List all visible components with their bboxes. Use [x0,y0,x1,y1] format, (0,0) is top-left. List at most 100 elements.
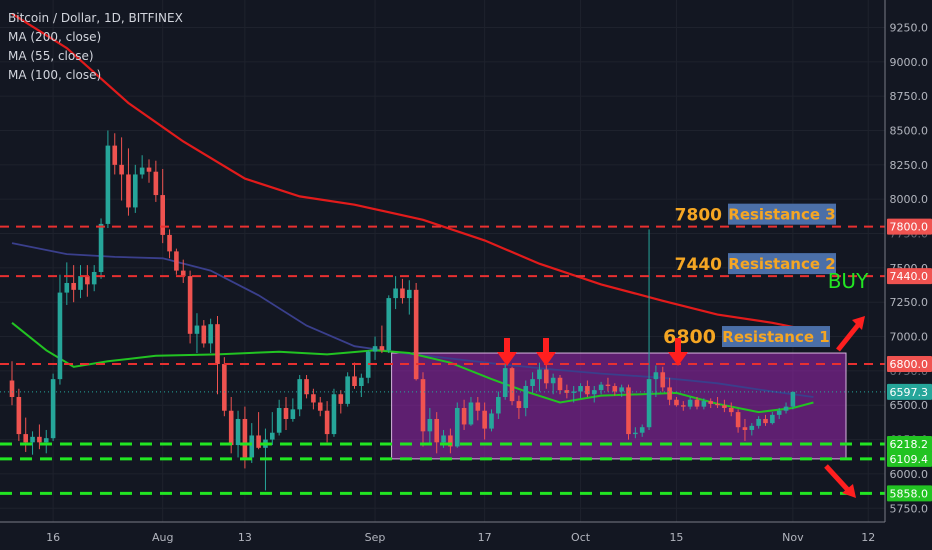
candle [523,380,529,417]
legend-title: Bitcoin / Dollar, 1D, BITFINEX [8,11,183,25]
range-box [391,352,847,460]
candle [790,391,796,410]
candle-body [468,402,474,425]
candle [694,396,700,410]
candle [324,401,330,443]
candle [701,398,707,410]
price-tag: 6109.4 [887,450,932,467]
candle [167,229,172,259]
y-tick-label: 8750.0 [890,90,929,103]
ma200-line [11,12,814,333]
candle-body [598,384,604,391]
candle [290,398,296,422]
candle [591,386,597,403]
x-axis: 16 Aug 13 Sep 17 Oct 15 Nov 12 [46,531,875,544]
candle [496,391,501,419]
candle-body [37,436,42,443]
resistance-label-text: Resistance 1 [722,328,829,346]
candle [502,364,508,400]
candle-body [270,432,275,440]
candle [57,274,63,385]
candle-body [461,407,467,425]
resistance-label: Resistance 3 7800 [675,203,836,226]
x-tick-label: 17 [478,531,492,544]
candle-body [215,324,220,365]
candle-body [379,346,385,351]
candle-body [242,418,248,458]
price-tag-bg [887,218,932,235]
candle-body [160,195,165,235]
candle-body [311,394,316,403]
candle [352,362,357,389]
candle [235,410,241,458]
candle [653,365,659,397]
candle [359,373,364,397]
candle-body [633,432,638,435]
candle-body [550,377,556,384]
candle [23,417,28,452]
down-right-arrow-icon [824,464,850,492]
candle [276,399,282,436]
candle-body [537,369,542,380]
candle-body [585,386,590,395]
price-tag-text: 6800.0 [890,358,929,371]
price-tag-text: 6218.2 [890,438,929,451]
price-tag: 6800.0 [887,356,932,373]
x-tick-label: Oct [571,531,591,544]
candle-body [256,435,261,448]
candle-body [85,276,90,285]
candle [585,380,590,397]
candle [578,383,583,399]
candle-body [304,379,309,395]
candle [304,375,309,399]
candle [461,399,467,430]
candle-body [222,364,227,411]
candle-body [174,251,179,271]
candle-body [694,399,700,407]
candle-body [646,379,652,428]
y-tick-label: 7000.0 [890,331,929,344]
candle [331,388,337,437]
price-tag: 7800.0 [887,218,932,235]
candle [619,384,624,397]
candle-body [23,434,28,443]
candle-body [626,387,631,435]
candle-body [324,410,330,435]
candle-body [133,174,138,208]
price-tag: 6218.2 [887,435,932,452]
candle-body [756,418,761,426]
candle [160,168,165,244]
down-arrow-icon [497,338,517,366]
candle-body [722,405,727,408]
candle [626,384,631,440]
candle-body [91,271,97,285]
candle [770,412,775,425]
candle-body [475,402,481,411]
price-tag-bg [887,356,932,373]
candle-body [119,164,124,175]
up-arrow-icon [836,323,860,352]
y-tick-label: 8000.0 [890,193,929,206]
resistance-label: Resistance 2 7440 [675,253,836,275]
candle-body [516,401,522,408]
candle-body [701,401,707,407]
candle-body [783,406,789,411]
y-tick-label: 8250.0 [890,159,929,172]
y-tick-label: 9250.0 [890,21,929,34]
candle-body [16,396,22,435]
y-tick-label: 7250.0 [890,296,929,309]
candle [283,396,289,430]
candle [222,357,227,417]
candle [153,160,159,202]
candle [338,390,344,414]
candle-body [557,377,563,391]
candle-body [64,282,70,293]
candle [98,218,104,279]
candle [78,265,83,299]
candle-body [228,410,234,446]
candle-body [735,412,741,428]
candle [174,248,179,275]
candle [126,148,131,216]
